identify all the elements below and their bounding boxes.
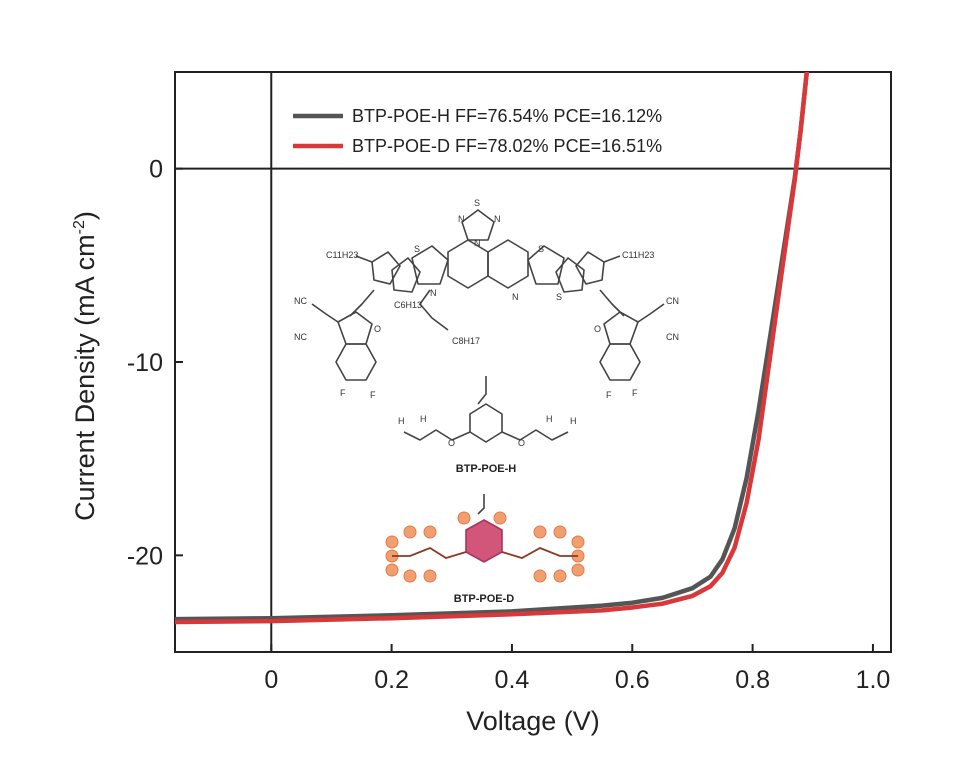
x-axis-title: Voltage (V) <box>466 706 600 736</box>
d-atom <box>493 511 507 525</box>
poe-d-left-ether <box>392 546 467 559</box>
d-atom <box>553 569 567 583</box>
hydrogen-label: H <box>398 416 405 426</box>
x-tick-label: 0.4 <box>495 666 530 694</box>
legend-label-h: BTP-POE-H FF=76.54% PCE=16.12% <box>352 106 662 126</box>
fluorine-label: F <box>632 388 638 398</box>
ring-core-right <box>487 239 529 289</box>
poe-h-right-ether <box>501 429 569 441</box>
d-atom <box>553 525 567 539</box>
atom-label: S <box>474 198 480 208</box>
molecule-structure-inset <box>311 209 665 443</box>
fluorine-label: F <box>340 388 346 398</box>
x-tick-label: 0.6 <box>615 666 650 694</box>
dicyano-left <box>311 303 339 323</box>
x-tick-label: 0.2 <box>374 666 409 694</box>
hydrogen-label: H <box>570 416 577 426</box>
alkyl-label: C11H23 <box>326 250 358 260</box>
indanone-left-6 <box>335 343 377 381</box>
d-atom <box>457 511 471 525</box>
legend-label-d: BTP-POE-D FF=78.02% PCE=16.51% <box>352 136 662 156</box>
oxygen-label: O <box>594 324 601 334</box>
y-tick-label: 0 <box>149 156 163 184</box>
x-axis-ticks: 0 0.2 0.4 0.6 0.8 1.0 <box>264 644 890 694</box>
plot-frame <box>174 71 892 653</box>
poe-h-left-ether <box>403 429 471 441</box>
y-tick-label: -10 <box>127 349 163 377</box>
ring-thiophene-l2 <box>371 251 401 285</box>
series-group <box>175 72 810 625</box>
ether-oxygen-label: O <box>518 438 525 448</box>
d-atom <box>571 563 585 577</box>
molecule-labels: S N N N S S N N S C11H23 C11H23 C6H13 C8… <box>294 198 679 605</box>
ring-thiophene-r2 <box>575 251 605 285</box>
atom-label: N <box>474 238 481 248</box>
cyano-label: CN <box>666 332 679 342</box>
ether-oxygen-label: O <box>448 438 455 448</box>
atom-label: S <box>556 292 562 302</box>
poe-d-stem <box>477 494 485 515</box>
indanone-left-5 <box>337 311 373 345</box>
poe-d-right-ether <box>501 547 578 559</box>
d-atom <box>385 563 399 577</box>
fluorine-label: F <box>606 390 612 400</box>
ring-pyrrole-right <box>527 245 565 285</box>
caption-btp-poe-d: BTP-POE-D <box>454 593 515 605</box>
poe-d-phenyl <box>465 519 503 563</box>
alkyl-label: C6H13 <box>394 300 422 310</box>
x-tick-label: 0 <box>264 666 278 694</box>
chain-right-top <box>603 255 621 263</box>
poe-h-phenyl <box>469 403 503 443</box>
poe-h-stem <box>477 376 487 405</box>
y-tick-label: -20 <box>127 542 163 570</box>
d-atom <box>571 535 585 549</box>
atom-label: N <box>458 214 465 224</box>
d-atom <box>533 525 547 539</box>
y-axis-title: Current Density (mA cm-2) <box>70 211 100 521</box>
d-atom <box>403 569 417 583</box>
hydrogen-label: H <box>420 414 427 424</box>
deuterated-side-chain <box>385 494 585 583</box>
d-atom <box>423 525 437 539</box>
chain-branch <box>419 289 449 331</box>
series-line-btp-poe-d <box>175 72 810 625</box>
x-tick-label: 1.0 <box>856 666 891 694</box>
y-axis-title-main: Current Density (mA cm <box>70 234 100 521</box>
cyano-label: NC <box>294 296 307 306</box>
dicyano-right <box>637 303 665 323</box>
atom-label: S <box>538 244 544 254</box>
y-axis-ticks: 0 -10 -20 <box>127 156 183 570</box>
hydrogen-label: H <box>546 414 553 424</box>
chain-left-top <box>355 255 373 263</box>
y-axis-title-sup: -2 <box>71 220 88 234</box>
d-atom <box>385 535 399 549</box>
y-axis-title-close: ) <box>70 211 100 220</box>
oxygen-label: O <box>374 324 381 334</box>
alkyl-label: C11H23 <box>622 250 654 260</box>
ring-core-left <box>447 239 489 289</box>
alkyl-label: C8H17 <box>452 336 480 346</box>
indanone-right-5 <box>603 311 639 345</box>
d-atom <box>533 569 547 583</box>
d-atom <box>403 525 417 539</box>
legend: BTP-POE-H FF=76.54% PCE=16.12% BTP-POE-D… <box>293 106 662 156</box>
ring-thiophene-l1 <box>391 257 421 293</box>
atom-label: N <box>430 288 437 298</box>
d-atom <box>423 569 437 583</box>
ring-thiadiazole <box>461 209 495 241</box>
indanone-right-6 <box>599 343 641 381</box>
fluorine-label: F <box>370 390 376 400</box>
cyano-label: CN <box>666 296 679 306</box>
x-tick-label: 0.8 <box>735 666 770 694</box>
atom-label: N <box>494 214 501 224</box>
atom-label: S <box>414 244 420 254</box>
cyano-label: NC <box>294 332 307 342</box>
atom-label: N <box>512 292 519 302</box>
caption-btp-poe-h: BTP-POE-H <box>456 463 517 475</box>
vinyl-left <box>349 289 375 317</box>
